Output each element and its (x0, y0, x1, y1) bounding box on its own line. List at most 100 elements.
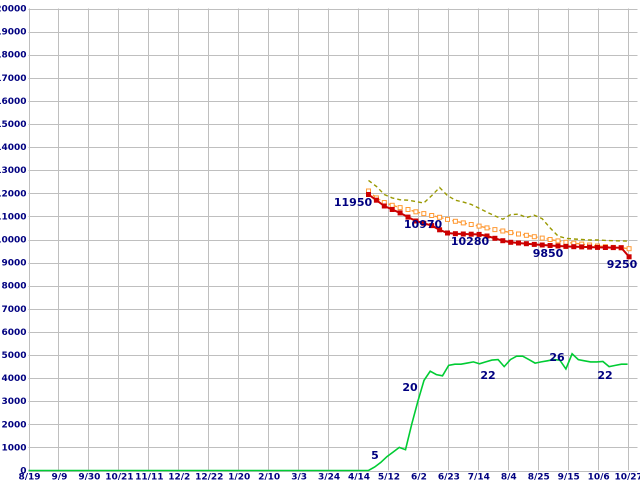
series-red-marker (468, 231, 474, 237)
series-red-marker (437, 227, 443, 233)
series-orange-marker (508, 230, 514, 236)
series-red-marker (618, 245, 624, 251)
series-orange-marker (476, 223, 482, 229)
series-red-marker (460, 231, 466, 237)
series-layer (28, 179, 632, 472)
series-red-marker (610, 245, 616, 251)
series-red-marker (421, 220, 427, 226)
series-red-marker (484, 233, 490, 239)
series-green (28, 352, 628, 472)
data-point-label: 22 (480, 369, 495, 382)
series-red-marker (563, 243, 569, 249)
series-red-marker (595, 244, 600, 250)
y-axis-tick-label: 2000 (1, 420, 26, 430)
data-point-label: 26 (549, 351, 565, 364)
x-axis-tick-label: 12/22 (195, 473, 223, 480)
data-point-label: 5 (371, 449, 379, 462)
x-axis-tick-label: 3/24 (318, 473, 340, 480)
x-axis-tick-label: 9/15 (558, 473, 580, 480)
series-orange-marker (539, 235, 545, 241)
series-red-marker (587, 244, 593, 250)
x-axis-tick-label: 7/14 (468, 473, 490, 480)
series-red-marker (366, 192, 371, 197)
x-axis-tick-label: 9/9 (52, 473, 68, 480)
series-red-marker (476, 231, 482, 237)
series-red-marker (405, 214, 411, 220)
series-red-marker (547, 243, 553, 248)
series-red-marker (381, 203, 387, 209)
data-point-label: 9250 (607, 258, 638, 271)
x-axis-tick-label: 12/2 (168, 473, 190, 480)
x-axis-tick-label: 8/25 (528, 473, 550, 480)
data-point-label: 10970 (404, 218, 443, 231)
series-red-marker (531, 241, 537, 247)
x-axis-tick-label: 11/11 (135, 473, 163, 480)
y-axis-tick-labels: 0 1000 2000 3000 4000 5000 6000 7000 8000 9000 100… (0, 5, 27, 477)
data-point-labels: 11950 10970 10280 9850 9250 5 20 22 26 22 (334, 196, 638, 462)
series-red-path (367, 193, 630, 258)
series-red-marker (555, 243, 561, 249)
series-orange-marker (626, 246, 632, 252)
series-red-marker (626, 254, 632, 260)
series-orange-marker (547, 237, 553, 242)
x-axis-tick-label: 8/4 (501, 473, 517, 480)
series-red-marker (602, 245, 608, 250)
y-axis-tick-label: 10000 (0, 236, 27, 246)
data-point-label: 11950 (334, 196, 373, 209)
data-point-label: 9850 (533, 247, 564, 260)
series-red-marker (445, 230, 450, 236)
series-orange-marker (500, 228, 506, 234)
x-axis-tick-label: 6/23 (438, 473, 460, 480)
series-orange-marker (563, 239, 569, 245)
x-axis-tick-label: 3/3 (291, 473, 307, 480)
x-axis-tick-label: 8/19 (18, 473, 40, 480)
y-axis-tick-label: 4000 (1, 374, 26, 384)
x-axis-tick-label: 9/30 (78, 473, 100, 480)
series-red-marker (413, 218, 419, 224)
series-orange-marker (389, 202, 395, 208)
series-orange-marker (492, 227, 498, 233)
y-axis-tick-label: 20000 (0, 5, 27, 15)
y-axis-tick-label: 5000 (1, 351, 26, 361)
y-axis-tick-label: 16000 (0, 97, 27, 107)
series-red-marker (500, 238, 506, 244)
series-red-marker (508, 239, 514, 245)
series-orange-marker (460, 220, 466, 226)
y-axis-tick-label: 12000 (0, 189, 27, 199)
series-red-marker (523, 241, 529, 247)
x-axis-tick-label: 1/20 (228, 473, 250, 480)
series-orange-path (368, 190, 630, 250)
series-red-marker (516, 240, 521, 246)
y-axis-tick-label: 14000 (0, 143, 27, 153)
series-orange-marker (452, 218, 458, 224)
y-axis-tick-label: 6000 (1, 328, 26, 338)
series-orange-marker (531, 234, 537, 240)
series-orange-marker (523, 232, 529, 238)
series-orange-marker (429, 213, 435, 218)
series-red-marker (389, 207, 395, 212)
x-axis-tick-label: 10/6 (588, 473, 610, 480)
x-axis-tick-label: 10/27 (614, 473, 640, 480)
y-axis-tick-label: 15000 (0, 120, 27, 130)
series-orange-marker (397, 205, 403, 211)
series-red-marker (373, 197, 379, 203)
x-axis-tick-label: 6/2 (411, 473, 427, 480)
y-axis-tick-label: 9000 (1, 259, 26, 269)
series-olive (368, 179, 630, 242)
series-orange-marker (555, 238, 561, 244)
series-red-marker (397, 210, 403, 216)
series-red-marker (539, 242, 545, 248)
series-orange-marker (413, 209, 419, 215)
series-orange-marker (405, 207, 411, 212)
y-axis-tick-label: 11000 (0, 212, 27, 222)
series-olive-path (368, 179, 630, 242)
y-axis-tick-label: 1000 (1, 443, 26, 453)
y-axis-tick-label: 0 (20, 467, 26, 477)
y-axis-tick-label: 8000 (1, 282, 26, 292)
series-red-marker (452, 231, 458, 237)
series-red (366, 192, 632, 260)
y-axis-tick-label: 3000 (1, 397, 26, 407)
data-point-label: 22 (597, 369, 612, 382)
